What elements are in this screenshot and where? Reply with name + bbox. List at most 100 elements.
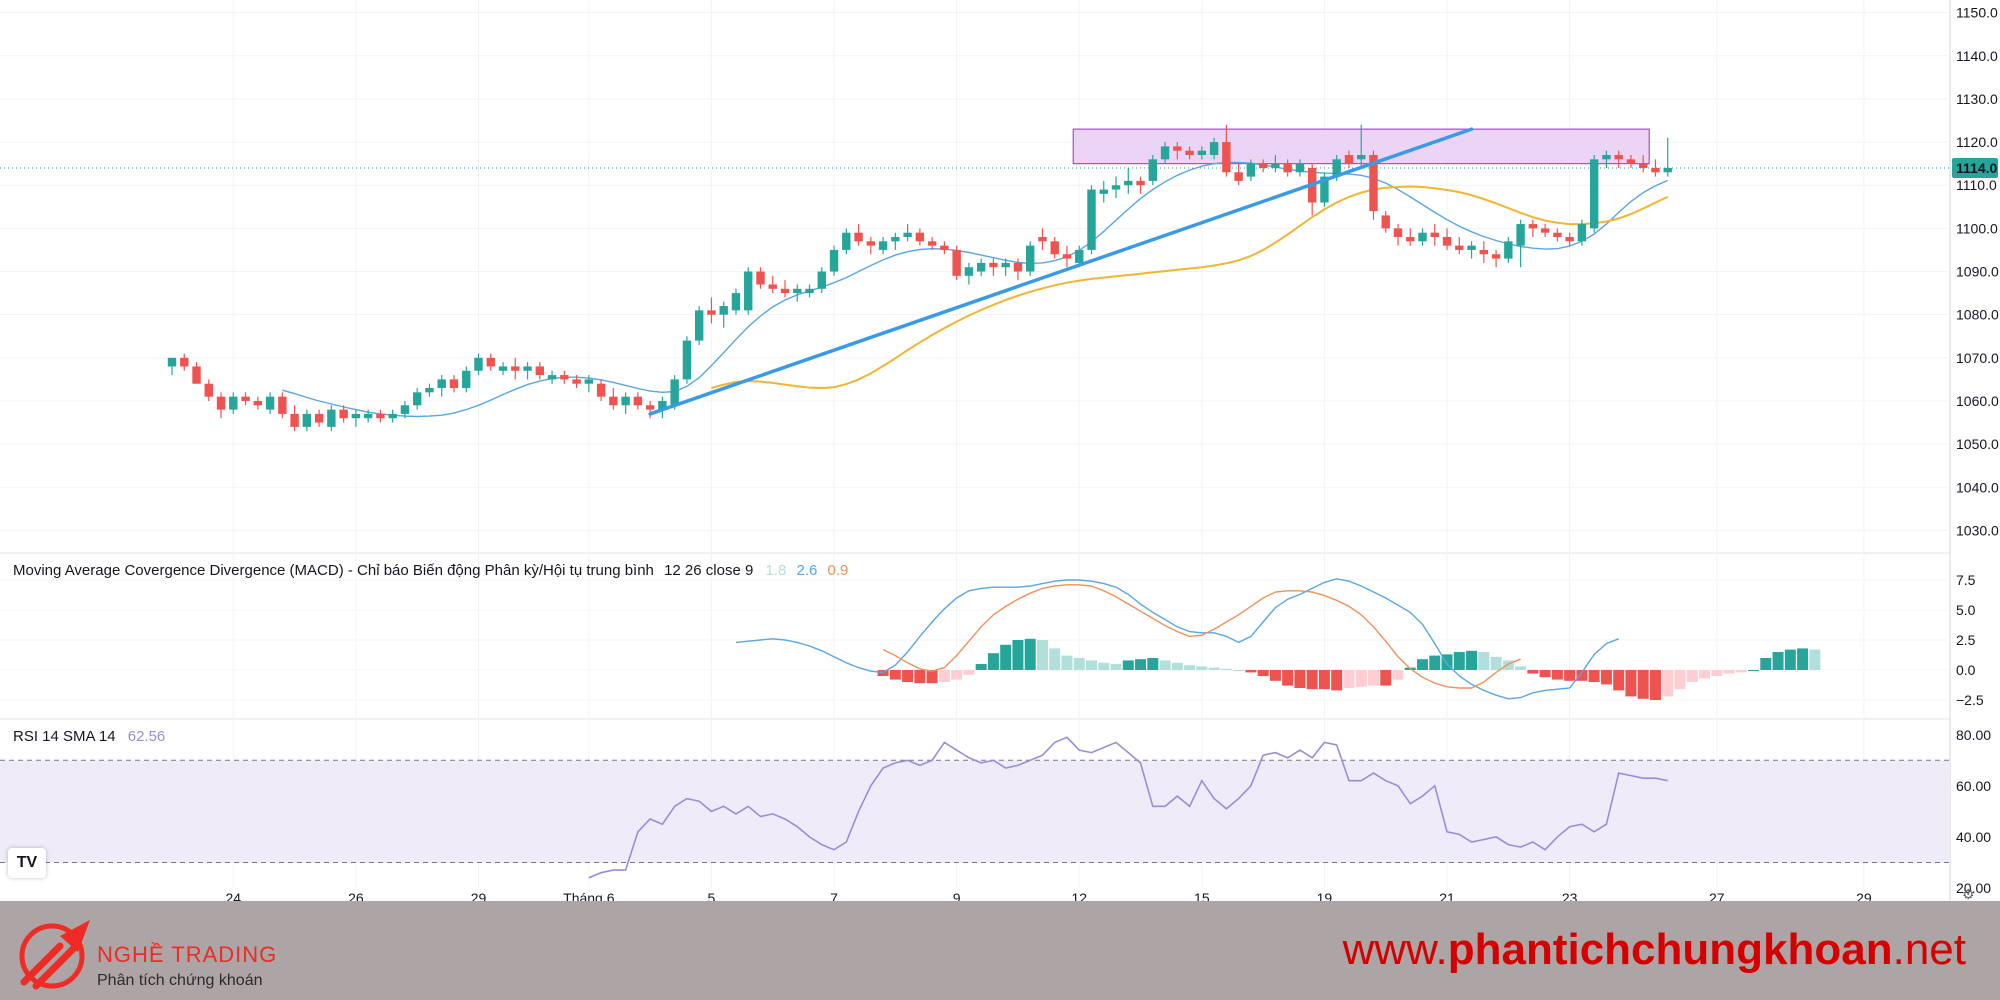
macd-histogram-bar bbox=[1723, 670, 1735, 674]
candle-body bbox=[339, 409, 348, 419]
candle-body bbox=[1136, 180, 1145, 186]
price-tick-label: 1130.0 bbox=[1956, 91, 1998, 107]
candle-body bbox=[560, 375, 569, 380]
macd-histogram-bar bbox=[975, 664, 987, 670]
candle-body bbox=[486, 357, 495, 367]
candle-body bbox=[670, 379, 679, 406]
macd-histogram-bar bbox=[1012, 640, 1024, 670]
candle-body bbox=[498, 366, 508, 371]
macd-histogram-bar bbox=[1760, 658, 1772, 670]
candle-body bbox=[449, 379, 459, 389]
candle-body bbox=[216, 396, 226, 410]
price-tick-label: 1150.0 bbox=[1956, 5, 1998, 21]
macd-tick-label: 0.0 bbox=[1956, 662, 1976, 678]
candle-body bbox=[989, 262, 998, 268]
macd-histogram-bar bbox=[1086, 660, 1097, 670]
candle-body bbox=[462, 370, 471, 389]
candle-body bbox=[1173, 146, 1182, 151]
candle-body bbox=[891, 237, 900, 242]
macd-histogram-bar bbox=[1061, 655, 1073, 670]
macd-histogram-bar bbox=[1392, 670, 1404, 680]
candle-body bbox=[793, 288, 802, 294]
candle-body bbox=[1222, 142, 1231, 173]
macd-line-value: 2.6 bbox=[797, 562, 818, 579]
macd-histogram-bar bbox=[1306, 670, 1318, 690]
candle-body bbox=[1504, 241, 1513, 259]
macd-histogram-bar bbox=[1220, 668, 1232, 670]
candle-body bbox=[1246, 163, 1256, 177]
price-tick-label: 1120.0 bbox=[1956, 134, 1998, 150]
candle-body bbox=[1062, 254, 1072, 259]
candle-body bbox=[1332, 159, 1341, 177]
macd-histogram-bar bbox=[1772, 652, 1784, 670]
macd-histogram-bar bbox=[1466, 650, 1478, 670]
candle-body bbox=[621, 396, 630, 406]
candle-body bbox=[707, 310, 716, 315]
candle-body bbox=[1553, 232, 1562, 238]
macd-histogram-bar bbox=[1282, 670, 1294, 686]
macd-histogram-bar bbox=[1576, 670, 1588, 681]
macd-histogram-bar bbox=[1429, 655, 1441, 670]
candle-body bbox=[314, 413, 324, 423]
gear-icon[interactable]: ⚙ bbox=[1962, 886, 1975, 902]
rsi-tick-label: 20.00 bbox=[1956, 880, 1991, 896]
candle-body bbox=[1516, 224, 1525, 246]
candle-body bbox=[805, 288, 814, 294]
candle-body bbox=[694, 310, 704, 341]
candle-body bbox=[1344, 155, 1354, 164]
candle-body bbox=[1540, 228, 1550, 233]
macd-histogram-bar bbox=[1098, 662, 1110, 670]
macd-histogram-bar bbox=[951, 670, 963, 680]
price-tick-label: 1070.0 bbox=[1956, 350, 1999, 366]
last-price-badge bbox=[1952, 157, 1998, 178]
candle-body bbox=[241, 396, 250, 401]
macd-histogram-bar bbox=[1809, 649, 1821, 670]
candle-body bbox=[1001, 262, 1010, 268]
macd-histogram-bar bbox=[1748, 670, 1760, 671]
candle-body bbox=[1602, 155, 1611, 160]
price-tick-label: 1080.0 bbox=[1956, 307, 1999, 323]
macd-histogram-bar bbox=[1355, 670, 1367, 687]
candle-body bbox=[1013, 262, 1023, 272]
candle-body bbox=[1639, 163, 1648, 168]
rsi-tick-label: 80.00 bbox=[1956, 727, 1991, 743]
candle-body bbox=[1124, 180, 1133, 186]
tradingview-logo-icon[interactable]: TV bbox=[8, 848, 46, 878]
website-url[interactable]: www.phantichchungkhoan.net bbox=[1342, 925, 1966, 974]
candle-body bbox=[302, 413, 312, 427]
candle-body bbox=[1589, 159, 1599, 229]
macd-histogram-bar bbox=[1294, 670, 1306, 688]
macd-histogram-bar bbox=[1478, 652, 1490, 670]
macd-histogram-bar bbox=[914, 670, 926, 684]
macd-line bbox=[735, 578, 1619, 700]
candle-body bbox=[1479, 249, 1489, 255]
macd-histogram-bar bbox=[987, 653, 999, 670]
macd-histogram-bar bbox=[1110, 664, 1122, 670]
candle-body bbox=[1467, 245, 1476, 250]
candle-body bbox=[278, 396, 287, 414]
macd-histogram-bar bbox=[1662, 670, 1674, 697]
candle-body bbox=[842, 232, 851, 250]
macd-histogram-bar bbox=[889, 670, 901, 680]
macd-histogram-bar bbox=[1551, 670, 1563, 680]
rsi-band bbox=[0, 760, 1950, 863]
candle-body bbox=[1320, 176, 1329, 203]
macd-histogram-bar bbox=[1318, 670, 1330, 690]
macd-histogram-bar bbox=[1122, 660, 1134, 670]
candle-body bbox=[609, 396, 618, 406]
macd-histogram-bar bbox=[1441, 654, 1453, 670]
macd-histogram-bar bbox=[1257, 670, 1269, 676]
candle-body bbox=[756, 271, 765, 285]
candle-body bbox=[413, 392, 422, 406]
macd-histogram-bar bbox=[1184, 665, 1196, 670]
candle-body bbox=[400, 405, 410, 414]
brand-banner bbox=[0, 901, 2000, 1000]
macd-histogram-bar bbox=[1208, 667, 1220, 670]
candle-body bbox=[682, 340, 692, 380]
candle-body bbox=[547, 375, 557, 380]
macd-signal-value: 0.9 bbox=[828, 562, 849, 579]
macd-histogram-bar bbox=[1367, 670, 1379, 686]
price-pane bbox=[0, 124, 1950, 432]
candle-body bbox=[927, 241, 937, 246]
